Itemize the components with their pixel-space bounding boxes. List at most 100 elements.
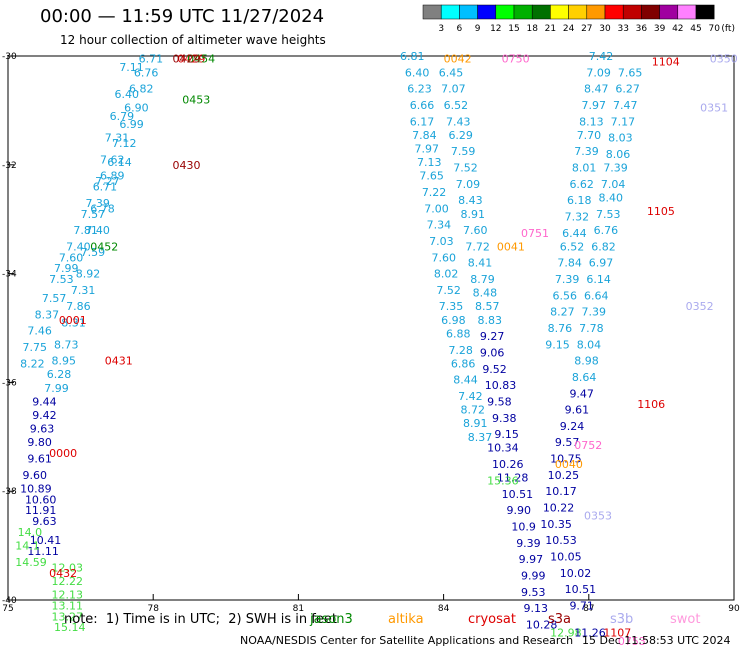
wave-height-label: 0432 (49, 567, 77, 580)
wave-height-label: 14.1 (15, 540, 40, 553)
wave-height-label: 9.58 (487, 395, 512, 408)
x-tick-label: 81 (293, 604, 304, 614)
wave-height-label: 15.36 (487, 474, 519, 487)
y-tick-label: -36 (2, 378, 17, 388)
wave-height-label: 8.72 (461, 404, 486, 417)
wave-height-label: 0452 (90, 240, 118, 253)
legend-label: 36 (636, 24, 648, 34)
wave-height-label: 7.39 (555, 273, 580, 286)
wave-height-label: 1105 (647, 205, 675, 218)
wave-height-label: 0750 (502, 53, 530, 66)
wave-height-label: 7.39 (574, 145, 599, 158)
credit-line: NOAA/NESDIS Center for Satellite Applica… (240, 634, 574, 647)
legend-unit: (ft) (721, 24, 735, 34)
wave-height-label: 9.63 (32, 515, 57, 528)
wave-height-label: 7.86 (66, 300, 91, 313)
wave-height-label: 7.65 (618, 66, 643, 79)
wave-height-label: 12.03 (52, 561, 83, 574)
wave-height-label: 7.84 (557, 257, 582, 270)
wave-height-label: 8.43 (458, 194, 483, 207)
wave-height-label: 10.26 (492, 458, 524, 471)
wave-height-label: 9.80 (27, 436, 52, 449)
wave-height-label: 7.31 (105, 132, 130, 145)
wave-height-label: 7.60 (432, 251, 457, 264)
wave-height-label: 12.98 (550, 627, 582, 640)
wave-height-label: 10.75 (550, 453, 582, 466)
color-legend: 3 6 9 12 15 18 21 24 27 30 33 36 39 42 45 70 (ft) (422, 4, 735, 34)
x-tick-label: 75 (2, 604, 13, 614)
wave-height-label: 7.42 (458, 390, 483, 403)
wave-height-label: 0429 (173, 53, 201, 66)
wave-height-label: 7.57 (81, 208, 106, 221)
legend-label: 12 (490, 24, 501, 34)
wave-height-label: 8.76 (548, 322, 573, 335)
wave-height-label: 0001 (59, 314, 87, 327)
legend-label: 3 (438, 24, 444, 34)
wave-height-label: 9.61 (27, 453, 52, 466)
wave-height-label: 8.41 (468, 257, 493, 270)
legend-swatch (677, 4, 697, 20)
wave-height-label: 9.44 (32, 395, 57, 408)
wave-height-label: 13.27 (52, 610, 83, 623)
wave-height-label: 7.53 (49, 273, 74, 286)
wave-height-label: 7.09 (586, 66, 611, 79)
legend-swatch (459, 4, 478, 20)
wave-height-label: 6.56 (553, 289, 578, 302)
wave-height-label: 0351 (700, 102, 728, 115)
wave-height-label: 6.40 (405, 66, 430, 79)
wave-height-label: 12.22 (52, 575, 83, 588)
x-tick-label: 84 (438, 604, 450, 614)
wave-height-label: 9.39 (516, 537, 541, 550)
wave-height-label: 8.22 (20, 357, 44, 370)
y-tick-label: -32 (2, 161, 17, 171)
wave-height-label: 6.71 (93, 181, 118, 194)
legend-label: 21 (545, 24, 556, 34)
wave-height-label: 10.34 (487, 442, 519, 455)
wave-height-label: 7.72 (465, 240, 490, 253)
wave-height-label: 6.81 (400, 50, 425, 63)
wave-height-label: 7.70 (577, 129, 602, 142)
wave-height-label: 11.28 (497, 472, 528, 485)
legend-swatch (604, 4, 624, 20)
wave-height-label: 6.79 (110, 110, 135, 123)
wave-height-label: 7.81 (73, 224, 98, 237)
wave-height-label: 6.44 (562, 227, 587, 240)
timestamp: 15 Dec 11:58:53 UTC 2024 (582, 634, 731, 647)
wave-height-label: 13.11 (52, 599, 83, 612)
wave-height-label: 10.41 (30, 534, 61, 547)
wave-height-label: 7.39 (582, 306, 607, 319)
wave-height-label: 8.27 (550, 306, 575, 319)
wave-height-label: 15.14 (54, 621, 85, 634)
wave-height-label: 7.47 (613, 99, 638, 112)
wave-height-label: 9.13 (523, 602, 548, 615)
wave-height-label: 9.24 (560, 420, 585, 433)
wave-height-label: 9.06 (480, 346, 505, 359)
legend-swatch (513, 4, 533, 20)
wave-height-label: 12.13 (52, 589, 83, 602)
wave-height-label: 9.52 (482, 363, 507, 376)
wave-height-label: 0000 (49, 447, 77, 460)
wave-height-label: 6.89 (100, 170, 125, 183)
wave-height-label: 7.52 (436, 284, 461, 297)
x-tick-label: 90 (728, 604, 740, 614)
wave-height-label: 11.26 (574, 627, 606, 640)
wave-height-label: 7.17 (611, 115, 636, 128)
wave-height-label: 9.99 (521, 570, 546, 583)
legend-swatch (531, 4, 551, 20)
wave-height-label: 10.25 (548, 469, 580, 482)
wave-height-label: 6.14 (107, 156, 132, 169)
wave-height-label: 9.71 (569, 599, 594, 612)
wave-height-label: 10.17 (545, 485, 577, 498)
wave-height-label: 10.02 (560, 567, 592, 580)
wave-height-label: 8.47 (584, 83, 609, 96)
wave-height-label: 7.43 (446, 115, 471, 128)
wave-height-label: 9.90 (507, 504, 532, 517)
wave-height-label: 7.97 (582, 99, 607, 112)
wave-height-label: 8.40 (598, 191, 623, 204)
wave-height-label: 7.99 (54, 262, 78, 275)
wave-height-label: 7.53 (596, 208, 621, 221)
x-tick-label: 78 (147, 604, 159, 614)
legend-swatch (550, 4, 569, 20)
wave-height-label: 6.27 (615, 83, 640, 96)
